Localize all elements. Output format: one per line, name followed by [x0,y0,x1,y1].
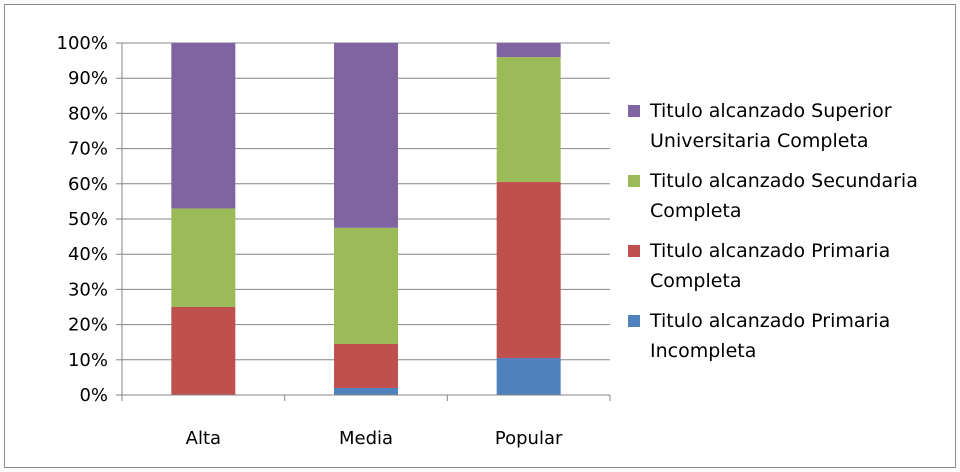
bar-segment-media-series-3[interactable] [334,227,398,344]
bar-segment-alta-series-3[interactable] [171,208,236,307]
legend-label: Titulo alcanzado Primaria Completa [650,240,891,292]
x-category-label: Alta [186,428,221,449]
y-tick-label: 80% [68,103,108,124]
y-tick-label: 60% [68,174,108,195]
legend-swatch [628,105,640,117]
legend-label: Titulo alcanzado Primaria Incompleta [650,310,891,362]
legend-item: Titulo alcanzado Superior Universitaria … [628,96,958,156]
legend-label: Titulo alcanzado Superior Universitaria … [650,100,892,152]
bar-segment-alta-series-4[interactable] [171,43,236,209]
legend-item: Titulo alcanzado Secundaria Completa [628,166,958,226]
x-category-label: Media [339,428,393,449]
x-category-label: Popular [495,428,563,449]
bar-segment-popular-series-4[interactable] [496,43,561,58]
chart-frame [4,4,956,468]
bar-segment-media-series-4[interactable] [334,43,398,228]
y-tick-label: 40% [68,244,108,265]
legend-swatch [628,315,640,327]
y-tick-label: 0% [79,385,108,406]
y-tick-label: 100% [57,33,108,54]
bar-segment-popular-series-1[interactable] [496,358,561,395]
legend-item: Titulo alcanzado Primaria Incompleta [628,306,958,366]
bar-segment-popular-series-2[interactable] [496,182,561,359]
legend-swatch [628,245,640,257]
bar-segment-media-series-2[interactable] [334,343,398,388]
y-tick-label: 50% [68,209,108,230]
legend-item: Titulo alcanzado Primaria Completa [628,236,958,296]
y-tick-label: 70% [68,139,108,160]
bar-segment-media-series-1[interactable] [334,387,398,395]
y-tick-label: 10% [68,350,108,371]
y-tick-label: 90% [68,68,108,89]
y-tick-label: 20% [68,315,108,336]
bar-segment-alta-series-2[interactable] [171,307,236,395]
legend-swatch [628,175,640,187]
legend-label: Titulo alcanzado Secundaria Completa [650,170,918,222]
y-tick-label: 30% [68,279,108,300]
bar-segment-popular-series-3[interactable] [496,57,561,183]
legend: Titulo alcanzado Superior Universitaria … [628,96,958,376]
